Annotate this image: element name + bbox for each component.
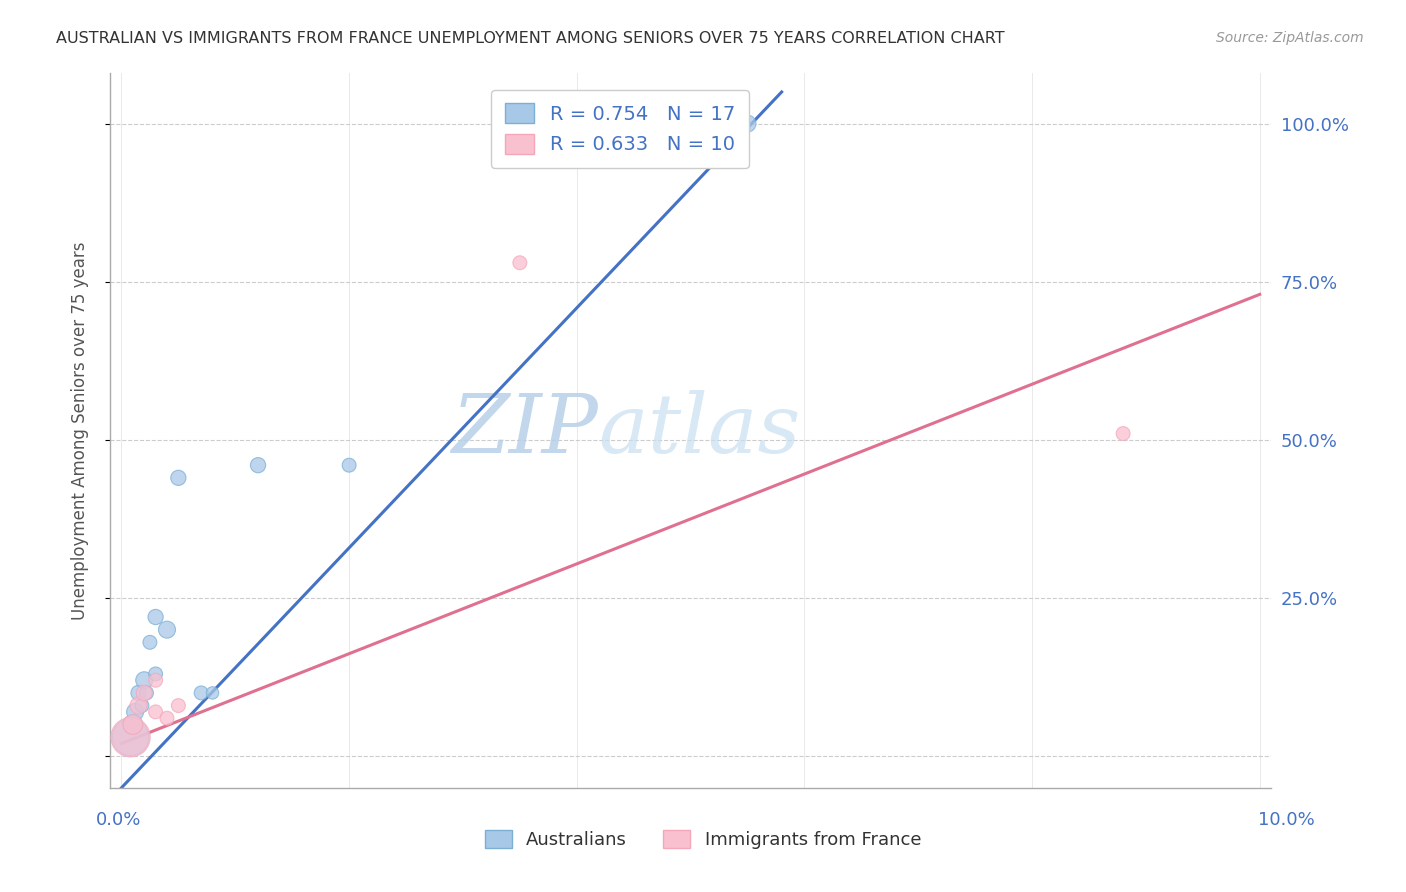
Text: ZIP: ZIP — [451, 391, 598, 470]
Legend: Australians, Immigrants from France: Australians, Immigrants from France — [478, 822, 928, 856]
Point — [124, 705, 146, 719]
Text: AUSTRALIAN VS IMMIGRANTS FROM FRANCE UNEMPLOYMENT AMONG SENIORS OVER 75 YEARS CO: AUSTRALIAN VS IMMIGRANTS FROM FRANCE UNE… — [56, 31, 1005, 46]
Point — [134, 686, 156, 700]
Point — [737, 117, 759, 131]
Point — [131, 698, 153, 713]
Point — [145, 673, 167, 688]
Point — [120, 730, 142, 744]
Point — [145, 610, 167, 624]
Y-axis label: Unemployment Among Seniors over 75 years: Unemployment Among Seniors over 75 years — [72, 241, 89, 620]
Text: atlas: atlas — [598, 391, 800, 470]
Point — [134, 673, 156, 688]
Point — [121, 717, 143, 731]
Point — [201, 686, 224, 700]
Legend: R = 0.754   N = 17, R = 0.633   N = 10: R = 0.754 N = 17, R = 0.633 N = 10 — [491, 90, 748, 168]
Point — [128, 686, 150, 700]
Point — [121, 717, 143, 731]
Point — [190, 686, 212, 700]
Text: 10.0%: 10.0% — [1258, 811, 1315, 829]
Text: Source: ZipAtlas.com: Source: ZipAtlas.com — [1216, 31, 1364, 45]
Point — [145, 667, 167, 681]
Point — [145, 705, 167, 719]
Point — [135, 686, 157, 700]
Text: 0.0%: 0.0% — [96, 811, 141, 829]
Point — [509, 256, 531, 270]
Point — [337, 458, 360, 473]
Point — [156, 711, 179, 725]
Point — [156, 623, 179, 637]
Point — [128, 698, 150, 713]
Point — [247, 458, 270, 473]
Point — [120, 730, 142, 744]
Point — [1112, 426, 1135, 441]
Point — [139, 635, 162, 649]
Point — [167, 698, 190, 713]
Point — [167, 471, 190, 485]
